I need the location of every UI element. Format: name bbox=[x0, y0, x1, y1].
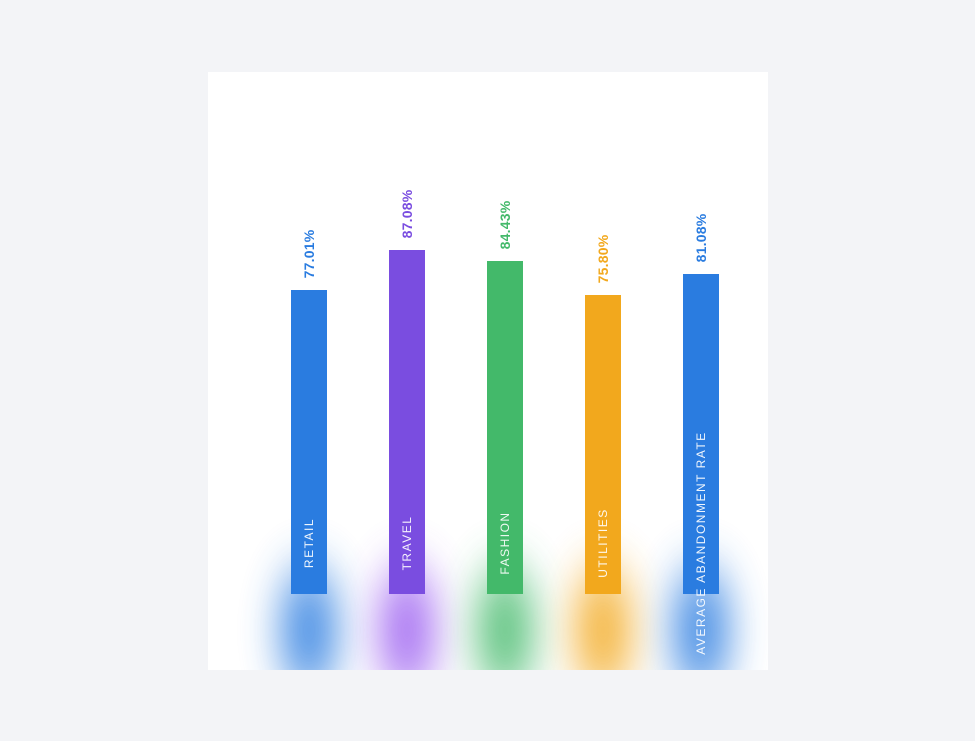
bar-category-label: TRAVEL bbox=[400, 515, 414, 570]
bar-category-label: AVERAGE ABANDONMENT RATE bbox=[694, 431, 708, 654]
bar-category-label: UTILITIES bbox=[596, 508, 610, 578]
bar-value-label: 87.08% bbox=[399, 190, 415, 239]
bar-category-label: RETAIL bbox=[302, 517, 316, 567]
bar-value-label: 75.80% bbox=[595, 235, 611, 284]
chart-area: 77.01% RETAIL 87.08% TRAVEL 84.43% FASHION 75.… bbox=[208, 72, 768, 670]
bar-group: 81.08% AVERAGE ABANDONMENT RATE bbox=[683, 72, 719, 670]
bar-group: 77.01% RETAIL bbox=[291, 72, 327, 670]
bar-group: 84.43% FASHION bbox=[487, 72, 523, 670]
bar-value-label: 81.08% bbox=[693, 214, 709, 263]
chart-card: 77.01% RETAIL 87.08% TRAVEL 84.43% FASHION 75.… bbox=[208, 72, 768, 670]
bar-value-label: 84.43% bbox=[497, 201, 513, 250]
bar-category-label: FASHION bbox=[498, 511, 512, 574]
bar-value-label: 77.01% bbox=[301, 230, 317, 279]
bar-group: 87.08% TRAVEL bbox=[389, 72, 425, 670]
bar-group: 75.80% UTILITIES bbox=[585, 72, 621, 670]
